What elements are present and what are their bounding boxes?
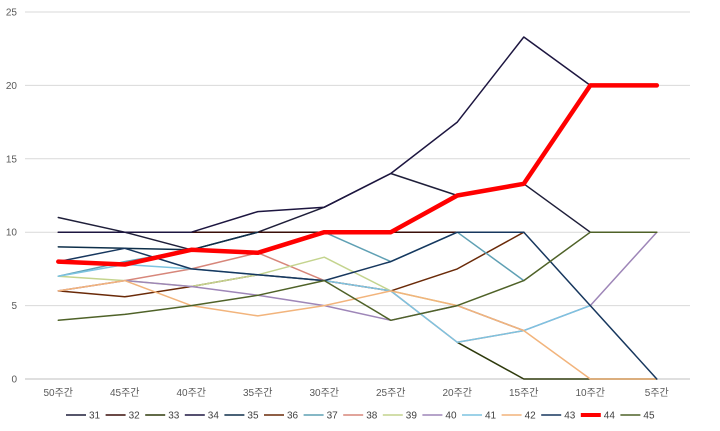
legend: 31 32 33 34 35 36 37 38 39 40 41 42 43 44 45 — [66, 411, 655, 422]
x-tick-label: 5주간 — [645, 387, 669, 399]
legend-item-32: 32 — [105, 411, 141, 422]
legend-label: 44 — [604, 411, 616, 422]
legend-label: 38 — [366, 411, 378, 422]
legend-label: 31 — [89, 411, 101, 422]
legend-item-33: 33 — [145, 411, 180, 422]
legend-label: 43 — [564, 411, 576, 422]
legend-item-42: 42 — [501, 411, 537, 422]
legend-label: 35 — [247, 411, 259, 422]
legend-item-44: 44 — [580, 411, 616, 422]
x-tick-label: 20주간 — [442, 387, 472, 399]
series-line-44 — [56, 83, 660, 267]
legend-label: 39 — [406, 411, 418, 422]
legend-item-35: 35 — [224, 411, 259, 422]
legend-item-39: 39 — [382, 411, 418, 422]
y-tick-label: 25 — [6, 8, 18, 19]
legend-label: 42 — [525, 411, 537, 422]
x-tick-label: 25주간 — [376, 387, 406, 399]
y-tick-label: 5 — [11, 301, 17, 312]
legend-item-36: 36 — [264, 411, 299, 422]
x-axis-tick-labels: 50주간 45주간 40주간 35주간 30주간 25주간 20주간 15주간 10주간 5주간 — [43, 387, 668, 399]
legend-item-43: 43 — [541, 411, 576, 422]
legend-item-41: 41 — [462, 411, 497, 422]
legend-item-31: 31 — [66, 411, 101, 422]
x-tick-label: 50주간 — [43, 387, 73, 399]
x-tick-label: 15주간 — [509, 387, 539, 399]
x-tick-label: 35주간 — [243, 387, 273, 399]
legend-label: 36 — [287, 411, 299, 422]
legend-label: 37 — [327, 411, 339, 422]
legend-label: 45 — [643, 411, 655, 422]
legend-label: 41 — [485, 411, 497, 422]
series-line-45 — [57, 231, 658, 322]
x-tick-label: 30주간 — [309, 387, 339, 399]
x-tick-label: 40주간 — [176, 387, 206, 399]
y-tick-label: 0 — [11, 375, 17, 386]
legend-item-40: 40 — [422, 411, 457, 422]
legend-label: 32 — [129, 411, 141, 422]
x-tick-label: 10주간 — [575, 387, 605, 399]
legend-label: 40 — [445, 411, 457, 422]
legend-item-38: 38 — [343, 411, 378, 422]
y-tick-label: 10 — [6, 228, 18, 239]
legend-item-37: 37 — [303, 411, 339, 422]
y-tick-label: 20 — [6, 81, 18, 92]
y-axis-tick-labels: 0 5 10 15 20 25 — [6, 8, 18, 386]
legend-item-45: 45 — [620, 411, 655, 422]
legend-label: 34 — [208, 411, 220, 422]
series-lines — [56, 36, 660, 380]
series-line-42 — [57, 279, 658, 380]
series-line-35 — [57, 231, 259, 251]
x-tick-label: 45주간 — [110, 387, 140, 399]
legend-item-34: 34 — [184, 411, 220, 422]
y-tick-label: 15 — [6, 154, 18, 165]
legend-label: 33 — [168, 411, 180, 422]
series-line-34 — [57, 36, 592, 233]
